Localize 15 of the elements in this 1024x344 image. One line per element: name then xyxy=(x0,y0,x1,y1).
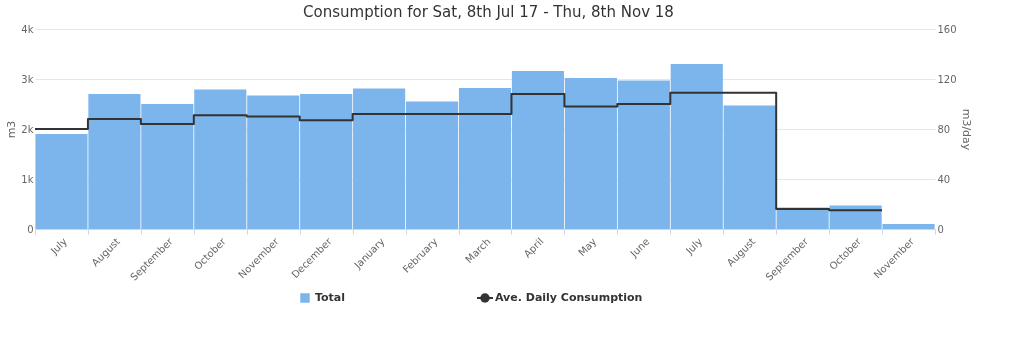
y-tick-label: 3k xyxy=(21,73,34,85)
y2-tick-label: 0 xyxy=(937,223,944,235)
y-tick-label: 2k xyxy=(21,123,34,135)
y2-tick-label: 120 xyxy=(937,73,957,85)
chart-title: Consumption for Sat, 8th Jul 17 - Thu, 8th Nov 18 xyxy=(303,3,674,21)
y-axis-title: m3 xyxy=(5,120,19,139)
y-tick-label: 1k xyxy=(21,173,34,185)
y2-axis-title: m3/day xyxy=(959,108,973,151)
y2-tick-label: 80 xyxy=(937,123,951,135)
y-tick-label: 0 xyxy=(27,223,34,235)
y-tick-label: 4k xyxy=(21,23,34,35)
legend-label: Ave. Daily Consumption xyxy=(495,291,643,304)
legend-label: Total xyxy=(315,291,346,304)
y2-tick-label: 160 xyxy=(937,23,957,35)
y2-tick-label: 40 xyxy=(937,173,951,185)
